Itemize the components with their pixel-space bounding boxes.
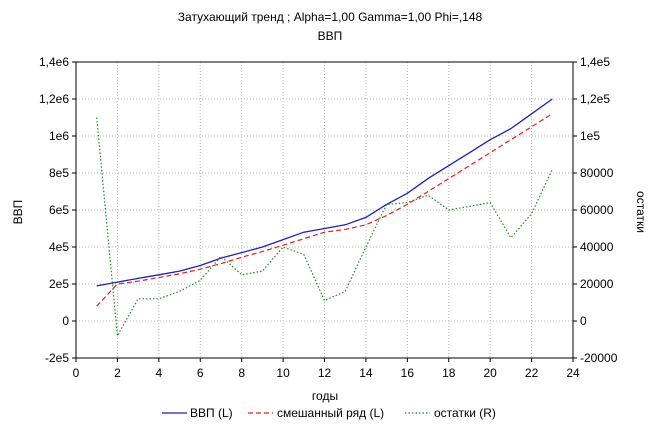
- legend-label-1: ВВП (L): [190, 406, 233, 420]
- y-right-tick-label: -20000: [580, 351, 618, 365]
- series-line-3: [96, 117, 553, 338]
- x-tick-label: 8: [238, 366, 245, 380]
- x-tick-label: 24: [566, 366, 580, 380]
- x-tick-label: 20: [483, 366, 497, 380]
- x-tick-label: 14: [359, 366, 373, 380]
- x-axis-label: годы: [312, 389, 338, 403]
- x-tick-label: 0: [73, 366, 80, 380]
- series-line-2: [96, 113, 553, 307]
- y-left-tick-label: 6e5: [49, 203, 69, 217]
- y-left-tick-label: 1e6: [49, 129, 69, 143]
- y-left-tick-label: 1,2e6: [39, 92, 69, 106]
- x-tick-label: 16: [401, 366, 415, 380]
- legend-label-3: остатки (R): [434, 406, 496, 420]
- y-right-tick-label: 1,4e5: [580, 55, 610, 69]
- series-line-1: [96, 98, 553, 287]
- y-left-tick-label: 8e5: [49, 166, 69, 180]
- grid: [76, 62, 573, 358]
- y-axis-right-label: остатки: [634, 191, 648, 233]
- x-tick-label: 22: [525, 366, 539, 380]
- y-right-tick-label: 0: [580, 314, 587, 328]
- y-axis-left-label: ВВП: [11, 200, 25, 225]
- y-left-tick-label: 0: [62, 314, 69, 328]
- y-left-tick-label: 4e5: [49, 240, 69, 254]
- x-tick-label: 4: [155, 366, 162, 380]
- x-tick-label: 6: [197, 366, 204, 380]
- x-tick-label: 18: [442, 366, 456, 380]
- y-left-tick-label: 2e5: [49, 277, 69, 291]
- y-left-tick-label: 1,4e6: [39, 55, 69, 69]
- x-tick-label: 12: [318, 366, 332, 380]
- y-right-tick-label: 60000: [580, 203, 614, 217]
- y-right-tick-label: 80000: [580, 166, 614, 180]
- y-right-tick-label: 40000: [580, 240, 614, 254]
- chart-title: Затухающий тренд ; Alpha=1,00 Gamma=1,00…: [178, 10, 483, 24]
- y-right-tick-label: 20000: [580, 277, 614, 291]
- y-right-tick-label: 1e5: [580, 129, 600, 143]
- chart-subtitle: ВВП: [318, 29, 343, 43]
- x-tick-label: 10: [276, 366, 290, 380]
- legend: ВВП (L) смешанный ряд (L) остатки (R): [162, 406, 496, 420]
- y-left-tick-label: -2e5: [45, 351, 69, 365]
- series-group: [96, 98, 553, 338]
- legend-label-2: смешанный ряд (L): [277, 406, 384, 420]
- x-tick-label: 2: [114, 366, 121, 380]
- y-right-tick-label: 1,2e5: [580, 92, 610, 106]
